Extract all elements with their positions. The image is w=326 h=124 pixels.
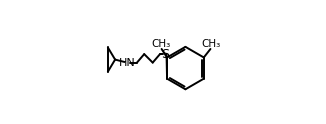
Text: HN: HN (119, 58, 136, 68)
Text: CH₃: CH₃ (151, 39, 170, 48)
Text: CH₃: CH₃ (201, 39, 221, 48)
Text: S: S (161, 48, 169, 61)
